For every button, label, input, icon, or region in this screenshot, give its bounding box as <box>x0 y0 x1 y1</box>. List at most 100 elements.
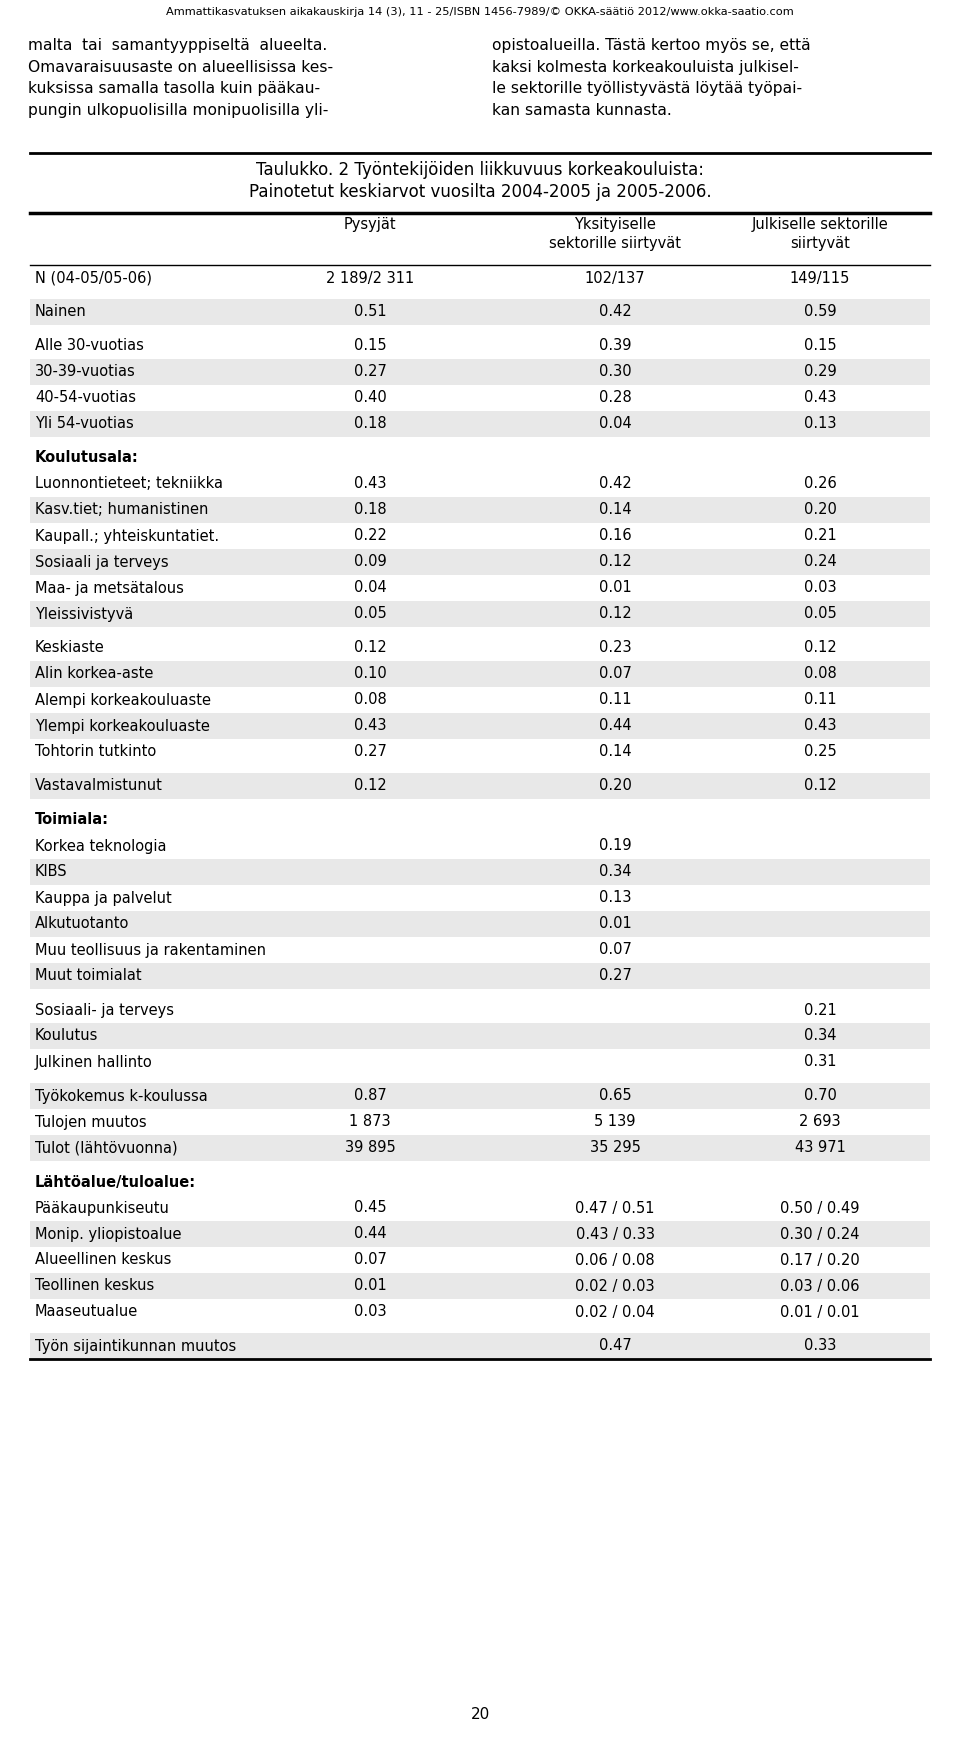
Text: 0.08: 0.08 <box>804 666 836 682</box>
Text: Tulot (lähtövuonna): Tulot (lähtövuonna) <box>35 1141 178 1156</box>
Text: 0.02 / 0.03: 0.02 / 0.03 <box>575 1278 655 1294</box>
Text: 0.14: 0.14 <box>599 745 632 759</box>
Text: 0.43 / 0.33: 0.43 / 0.33 <box>575 1226 655 1242</box>
Text: Muut toimialat: Muut toimialat <box>35 968 142 984</box>
Text: 0.15: 0.15 <box>353 338 386 354</box>
Text: 0.44: 0.44 <box>353 1226 386 1242</box>
Text: Ylempi korkeakouluaste: Ylempi korkeakouluaste <box>35 719 210 734</box>
Text: 0.12: 0.12 <box>804 640 836 656</box>
Text: Työn sijaintikunnan muutos: Työn sijaintikunnan muutos <box>35 1338 236 1353</box>
Text: 0.25: 0.25 <box>804 745 836 759</box>
Text: Julkinen hallinto: Julkinen hallinto <box>35 1055 153 1069</box>
Text: Yleissivistyvä: Yleissivistyvä <box>35 607 133 621</box>
Text: 0.13: 0.13 <box>599 891 632 905</box>
Bar <box>30 910 930 937</box>
Text: 0.20: 0.20 <box>599 778 632 794</box>
Text: 0.01: 0.01 <box>599 917 632 931</box>
Text: Koulutusala:: Koulutusala: <box>35 450 139 466</box>
Text: 2 693: 2 693 <box>799 1114 841 1130</box>
Text: Luonnontieteet; tekniikka: Luonnontieteet; tekniikka <box>35 476 223 492</box>
Text: Kauppa ja palvelut: Kauppa ja palvelut <box>35 891 172 905</box>
Text: 0.18: 0.18 <box>353 417 386 431</box>
Text: 0.15: 0.15 <box>804 338 836 354</box>
Bar <box>30 298 930 324</box>
Text: Lähtöalue/tuloalue:: Lähtöalue/tuloalue: <box>35 1174 196 1189</box>
Text: KlBS: KlBS <box>35 865 67 879</box>
Text: 0.65: 0.65 <box>599 1088 632 1104</box>
Text: Yksityiselle
sektorille siirtyvät: Yksityiselle sektorille siirtyvät <box>549 216 681 251</box>
Text: 0.43: 0.43 <box>353 719 386 734</box>
Text: 0.19: 0.19 <box>599 839 632 853</box>
Text: 0.02 / 0.04: 0.02 / 0.04 <box>575 1305 655 1320</box>
Text: 0.14: 0.14 <box>599 502 632 518</box>
Text: 0.07: 0.07 <box>599 942 632 957</box>
Text: Teollinen keskus: Teollinen keskus <box>35 1278 155 1294</box>
Bar <box>30 661 930 687</box>
Text: 0.27: 0.27 <box>353 364 387 380</box>
Text: Alempi korkeakouluaste: Alempi korkeakouluaste <box>35 692 211 708</box>
Text: N (04-05/05-06): N (04-05/05-06) <box>35 270 152 286</box>
Bar <box>30 602 930 628</box>
Bar <box>30 1273 930 1299</box>
Text: 0.12: 0.12 <box>599 607 632 621</box>
Text: 0.87: 0.87 <box>353 1088 386 1104</box>
Text: 0.17 / 0.20: 0.17 / 0.20 <box>780 1252 860 1268</box>
Text: 0.29: 0.29 <box>804 364 836 380</box>
Text: Muu teollisuus ja rakentaminen: Muu teollisuus ja rakentaminen <box>35 942 266 957</box>
Text: 39 895: 39 895 <box>345 1141 396 1156</box>
Bar <box>30 1135 930 1162</box>
Bar <box>30 359 930 385</box>
Text: 0.01: 0.01 <box>353 1278 386 1294</box>
Text: 0.31: 0.31 <box>804 1055 836 1069</box>
Text: 0.34: 0.34 <box>599 865 632 879</box>
Text: 149/115: 149/115 <box>790 270 851 286</box>
Text: 0.22: 0.22 <box>353 528 387 544</box>
Text: 0.27: 0.27 <box>353 745 387 759</box>
Text: 0.04: 0.04 <box>353 581 386 595</box>
Text: opistoalueilla. Tästä kertoo myös se, että
kaksi kolmesta korkeakouluista julkis: opistoalueilla. Tästä kertoo myös se, et… <box>492 38 810 119</box>
Text: 0.11: 0.11 <box>599 692 632 708</box>
Text: 0.12: 0.12 <box>599 555 632 570</box>
Text: 43 971: 43 971 <box>795 1141 846 1156</box>
Text: 0.30 / 0.24: 0.30 / 0.24 <box>780 1226 860 1242</box>
Text: 0.03: 0.03 <box>353 1305 386 1320</box>
Text: 102/137: 102/137 <box>585 270 645 286</box>
Text: 0.09: 0.09 <box>353 555 386 570</box>
Text: 0.07: 0.07 <box>599 666 632 682</box>
Text: Tulojen muutos: Tulojen muutos <box>35 1114 147 1130</box>
Bar <box>30 713 930 739</box>
Text: Korkea teknologia: Korkea teknologia <box>35 839 166 853</box>
Text: 0.50 / 0.49: 0.50 / 0.49 <box>780 1200 860 1216</box>
Text: 0.04: 0.04 <box>599 417 632 431</box>
Text: Keskiaste: Keskiaste <box>35 640 105 656</box>
Text: 0.44: 0.44 <box>599 719 632 734</box>
Text: 0.11: 0.11 <box>804 692 836 708</box>
Text: 0.33: 0.33 <box>804 1338 836 1353</box>
Bar <box>30 1332 930 1359</box>
Bar <box>30 1024 930 1048</box>
Text: 0.30: 0.30 <box>599 364 632 380</box>
Text: Sosiaali ja terveys: Sosiaali ja terveys <box>35 555 169 570</box>
Bar <box>30 549 930 576</box>
Text: 1 873: 1 873 <box>349 1114 391 1130</box>
Text: 0.10: 0.10 <box>353 666 386 682</box>
Text: Yli 54-vuotias: Yli 54-vuotias <box>35 417 133 431</box>
Text: 0.01 / 0.01: 0.01 / 0.01 <box>780 1305 860 1320</box>
Bar <box>30 963 930 989</box>
Text: malta  tai  samantyyppiseltä  alueelta.
Omavaraisuusaste on alueellisissa kes-
k: malta tai samantyyppiseltä alueelta. Oma… <box>28 38 333 119</box>
Text: Alkutuotanto: Alkutuotanto <box>35 917 130 931</box>
Text: 0.12: 0.12 <box>353 778 386 794</box>
Text: Julkiselle sektorille
siirtyvät: Julkiselle sektorille siirtyvät <box>752 216 888 251</box>
Bar <box>30 773 930 799</box>
Text: Ammattikasvatuksen aikakauskirja 14 (3), 11 - 25/ISBN 1456-7989/© OKKA-säätiö 20: Ammattikasvatuksen aikakauskirja 14 (3),… <box>166 7 794 17</box>
Text: 0.05: 0.05 <box>353 607 386 621</box>
Text: Sosiaali- ja terveys: Sosiaali- ja terveys <box>35 1003 174 1017</box>
Text: 0.07: 0.07 <box>353 1252 387 1268</box>
Text: 0.45: 0.45 <box>353 1200 386 1216</box>
Text: Maa- ja metsätalous: Maa- ja metsätalous <box>35 581 184 595</box>
Text: 0.03: 0.03 <box>804 581 836 595</box>
Text: Pysyjät: Pysyjät <box>344 216 396 232</box>
Text: 0.42: 0.42 <box>599 305 632 319</box>
Text: 0.43: 0.43 <box>804 391 836 406</box>
Text: 0.28: 0.28 <box>599 391 632 406</box>
